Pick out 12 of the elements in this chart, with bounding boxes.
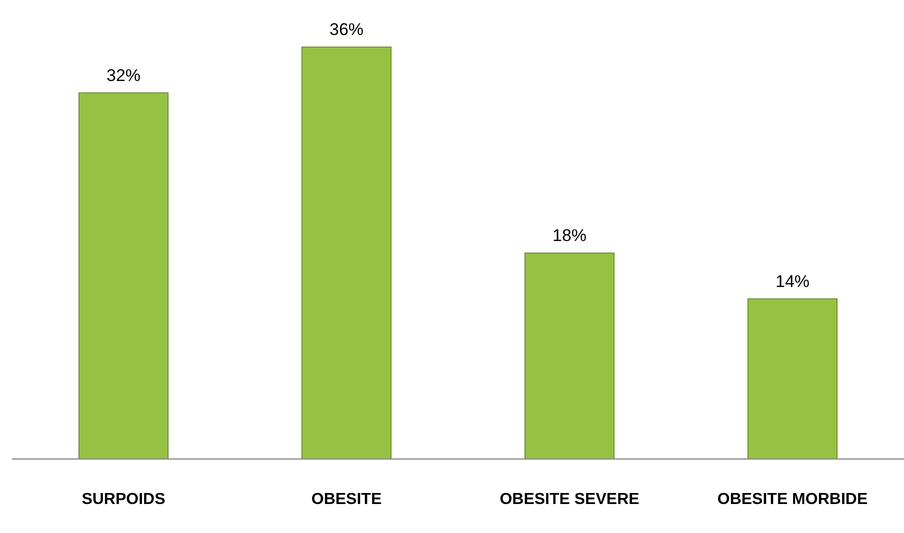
- bar: [78, 92, 168, 460]
- data-label: 14%: [775, 272, 810, 291]
- x-tick-label: OBESITE MORBIDE: [717, 491, 868, 508]
- x-tick-label: OBESITE: [311, 491, 382, 508]
- bar: [748, 298, 838, 460]
- data-label: 32%: [106, 66, 141, 85]
- x-tick-label: SURPOIDS: [82, 491, 166, 508]
- data-label: 36%: [329, 20, 364, 39]
- bar: [524, 252, 614, 460]
- bar: [302, 46, 392, 460]
- x-tick-label: OBESITE SEVERE: [500, 491, 640, 508]
- data-label: 18%: [552, 226, 587, 245]
